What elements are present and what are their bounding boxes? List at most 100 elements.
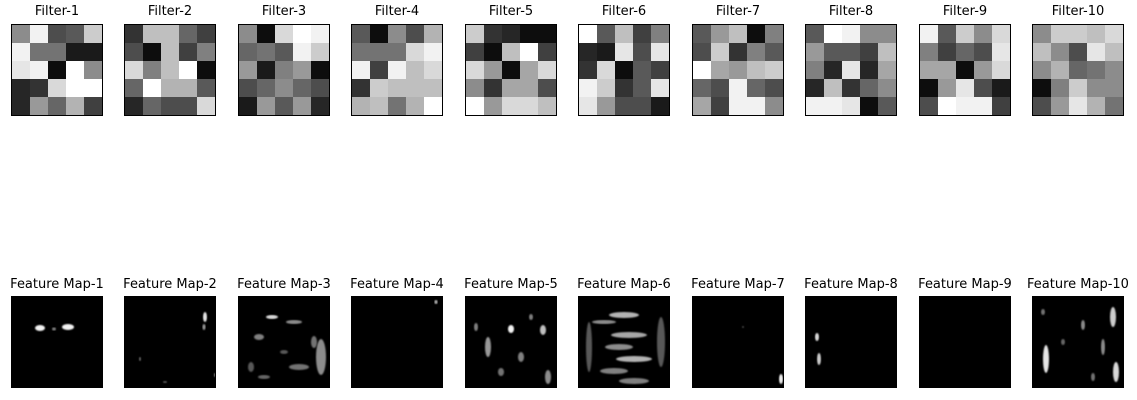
heatmap-cell-r2-c2 (824, 43, 842, 61)
activation-blob-7 (498, 368, 504, 376)
heatmap-cell-r4-c3 (502, 79, 520, 97)
heatmap-cell-r4-c3 (275, 79, 293, 97)
heatmap-cell-r5-c1 (1033, 97, 1051, 115)
heatmap-cell-r5-c5 (1105, 97, 1123, 115)
heatmap-cell-r5-c4 (66, 97, 84, 115)
heatmap-cell-r2-c2 (711, 43, 729, 61)
heatmap-cell-r5-c1 (125, 97, 143, 115)
activation-blob-2 (202, 324, 206, 330)
heatmap-cell-r5-c1 (239, 97, 257, 115)
heatmap-cell-r5-c4 (747, 97, 765, 115)
activation-blob-1 (35, 325, 45, 331)
heatmap-cell-r1-c1 (466, 25, 484, 43)
heatmap-cell-r5-c3 (615, 97, 633, 115)
feature-map-canvas (466, 297, 556, 387)
filter-heatmap (1032, 24, 1124, 116)
heatmap-cell-r2-c1 (1033, 43, 1051, 61)
heatmap-cell-r4-c2 (1051, 79, 1069, 97)
heatmap-grid (920, 25, 1010, 115)
heatmap-cell-r5-c3 (48, 97, 66, 115)
heatmap-cell-r5-c4 (974, 97, 992, 115)
feature-map-background (125, 297, 215, 387)
activation-blob-2 (742, 326, 744, 328)
heatmap-cell-r1-c1 (693, 25, 711, 43)
heatmap-cell-r1-c5 (197, 25, 215, 43)
heatmap-cell-r4-c2 (938, 79, 956, 97)
heatmap-cell-r3-c5 (84, 61, 102, 79)
heatmap-cell-r2-c5 (1105, 43, 1123, 61)
activation-blob-1 (434, 300, 438, 304)
heatmap-cell-r1-c5 (765, 25, 783, 43)
activation-blob-9 (248, 362, 254, 372)
activation-blob-6 (1061, 339, 1065, 345)
activation-blob-1 (815, 333, 819, 341)
heatmap-grid (693, 25, 783, 115)
heatmap-cell-r2-c5 (651, 43, 669, 61)
heatmap-cell-r1-c1 (806, 25, 824, 43)
panel-title: Filter-3 (261, 4, 307, 19)
filter-heatmap (919, 24, 1011, 116)
heatmap-cell-r5-c3 (275, 97, 293, 115)
heatmap-cell-r1-c5 (424, 25, 442, 43)
heatmap-cell-r3-c1 (125, 61, 143, 79)
heatmap-cell-r3-c1 (579, 61, 597, 79)
feature-map-image (11, 296, 103, 388)
activation-blob-3 (254, 334, 264, 340)
panel-title: Filter-8 (828, 4, 874, 19)
feature-map-image (351, 296, 443, 388)
heatmap-grid (806, 25, 896, 115)
heatmap-cell-r2-c1 (352, 43, 370, 61)
heatmap-cell-r5-c2 (257, 97, 275, 115)
heatmap-cell-r4-c4 (747, 79, 765, 97)
heatmap-cell-r2-c4 (633, 43, 651, 61)
heatmap-cell-r3-c1 (239, 61, 257, 79)
heatmap-cell-r4-c4 (293, 79, 311, 97)
heatmap-cell-r1-c1 (12, 25, 30, 43)
heatmap-cell-r4-c3 (956, 79, 974, 97)
activation-blob-4 (474, 323, 478, 331)
panel-title: Feature Map-4 (350, 277, 444, 292)
feature-map-canvas (1033, 297, 1123, 387)
panel-title: Filter-10 (1051, 4, 1105, 19)
heatmap-cell-r1-c5 (992, 25, 1010, 43)
filter-heatmap (124, 24, 216, 116)
heatmap-cell-r3-c1 (1033, 61, 1051, 79)
heatmap-cell-r4-c1 (1033, 79, 1051, 97)
activation-blob-8 (529, 314, 533, 320)
heatmap-cell-r2-c5 (992, 43, 1010, 61)
heatmap-cell-r3-c5 (1105, 61, 1123, 79)
heatmap-cell-r4-c2 (484, 79, 502, 97)
activation-blob-6 (600, 368, 628, 374)
heatmap-cell-r5-c1 (579, 97, 597, 115)
activation-blob-5 (518, 352, 524, 362)
activation-blob-3 (139, 357, 141, 361)
heatmap-cell-r3-c5 (424, 61, 442, 79)
heatmap-cell-r1-c2 (257, 25, 275, 43)
heatmap-cell-r5-c5 (538, 97, 556, 115)
heatmap-cell-r4-c1 (466, 79, 484, 97)
heatmap-cell-r3-c4 (293, 61, 311, 79)
heatmap-cell-r5-c1 (806, 97, 824, 115)
heatmap-cell-r4-c4 (860, 79, 878, 97)
heatmap-cell-r4-c1 (920, 79, 938, 97)
heatmap-cell-r3-c5 (538, 61, 556, 79)
heatmap-cell-r1-c5 (878, 25, 896, 43)
heatmap-cell-r5-c1 (693, 97, 711, 115)
heatmap-cell-r2-c4 (974, 43, 992, 61)
heatmap-cell-r4-c3 (48, 79, 66, 97)
panel-title: Filter-6 (601, 4, 647, 19)
heatmap-cell-r2-c1 (806, 43, 824, 61)
heatmap-cell-r5-c3 (729, 97, 747, 115)
panel-title: Filter-5 (488, 4, 534, 19)
heatmap-cell-r3-c4 (633, 61, 651, 79)
heatmap-grid (466, 25, 556, 115)
heatmap-cell-r3-c3 (502, 61, 520, 79)
heatmap-cell-r1-c4 (520, 25, 538, 43)
feature-map-image (919, 296, 1011, 388)
heatmap-cell-r4-c2 (711, 79, 729, 97)
heatmap-cell-r2-c2 (484, 43, 502, 61)
heatmap-cell-r5-c2 (484, 97, 502, 115)
heatmap-cell-r2-c3 (275, 43, 293, 61)
heatmap-cell-r4-c4 (406, 79, 424, 97)
